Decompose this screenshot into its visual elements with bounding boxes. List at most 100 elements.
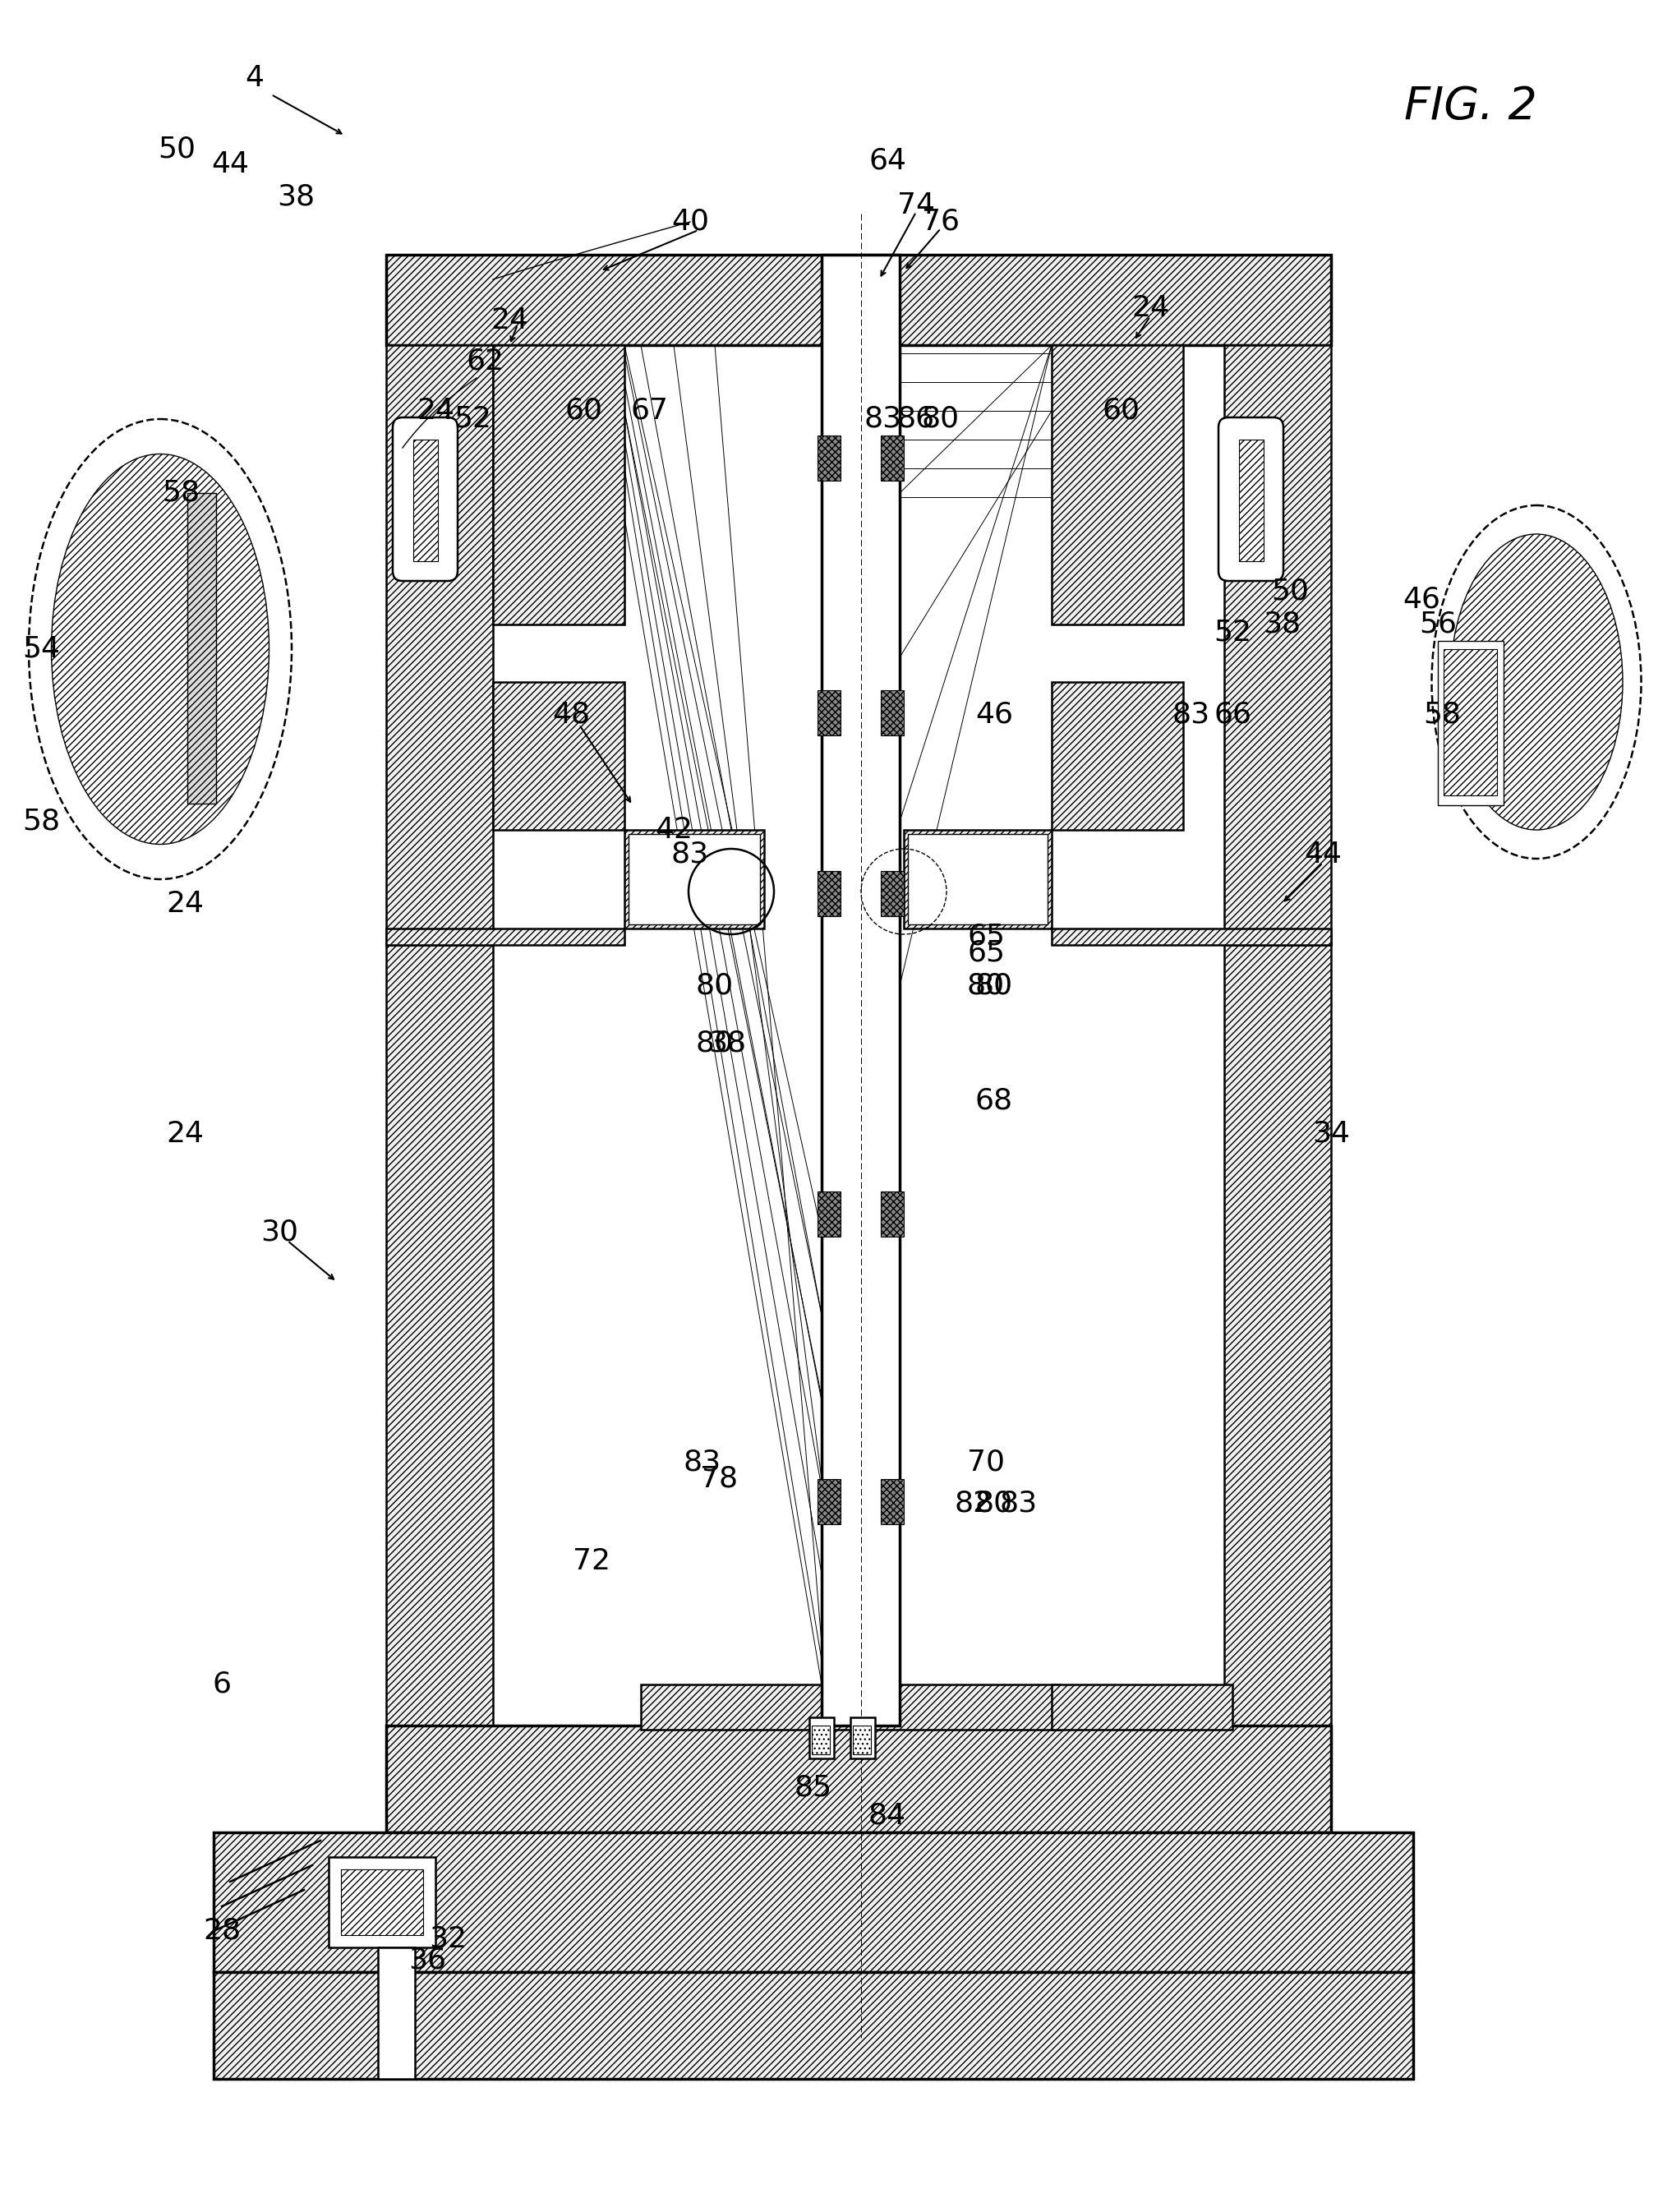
Text: 80: 80 [696, 1029, 734, 1057]
Text: 83: 83 [684, 1449, 721, 1478]
Text: 38: 38 [1262, 611, 1301, 639]
Text: 76: 76 [921, 208, 960, 237]
Text: 52: 52 [1214, 619, 1251, 646]
Bar [1224, 345, 1331, 945]
Text: 52: 52 [453, 405, 492, 434]
Text: 46: 46 [975, 701, 1013, 728]
Text: 54: 54 [22, 635, 60, 664]
Bar [818, 436, 841, 480]
Bar [413, 440, 438, 562]
Bar [908, 834, 1048, 925]
Bar [851, 1717, 874, 1759]
Bar [818, 690, 841, 734]
Bar [818, 872, 841, 916]
Bar [1052, 681, 1184, 830]
Bar [1224, 945, 1331, 1725]
Bar [1438, 641, 1503, 805]
Bar [386, 254, 1331, 345]
Bar [1443, 648, 1496, 796]
Text: 32: 32 [430, 1924, 466, 1953]
Bar [341, 1869, 423, 1936]
Bar [329, 1858, 435, 1947]
Text: 4: 4 [246, 64, 264, 93]
Text: 24: 24 [166, 1119, 204, 1148]
Text: 24: 24 [490, 307, 528, 334]
Bar [214, 1973, 1413, 2079]
Text: 74: 74 [898, 192, 935, 219]
Bar [493, 345, 624, 624]
Bar [214, 1832, 1413, 1973]
Text: 44: 44 [1304, 841, 1341, 869]
Text: 66: 66 [1214, 701, 1251, 728]
Text: FIG. 2: FIG. 2 [1404, 84, 1537, 128]
Text: 48: 48 [552, 701, 590, 728]
Text: 70: 70 [966, 1449, 1005, 1478]
Bar [881, 1192, 905, 1237]
Text: 84: 84 [868, 1803, 906, 1829]
Text: 24: 24 [166, 889, 204, 918]
Bar [386, 945, 493, 1725]
Text: 83: 83 [670, 841, 709, 869]
Bar [1239, 440, 1264, 562]
Text: 65: 65 [966, 922, 1005, 951]
FancyBboxPatch shape [393, 418, 458, 582]
Text: 56: 56 [1420, 611, 1456, 639]
Text: 83: 83 [1000, 1489, 1038, 1517]
Text: 34: 34 [1313, 1119, 1349, 1148]
Bar [905, 830, 1052, 929]
Ellipse shape [28, 418, 291, 878]
Text: 65: 65 [966, 940, 1005, 967]
Text: 86: 86 [898, 405, 935, 434]
Text: 67: 67 [630, 396, 669, 425]
Text: 82: 82 [955, 1489, 993, 1517]
Text: 50: 50 [157, 135, 196, 164]
Text: 50: 50 [1271, 577, 1309, 606]
Bar [853, 1725, 871, 1754]
Text: 30: 30 [261, 1219, 298, 1248]
Text: 42: 42 [655, 816, 692, 845]
Bar [1052, 345, 1184, 624]
Bar [493, 681, 624, 830]
Bar [386, 345, 493, 945]
Bar [378, 1947, 415, 2079]
Text: 72: 72 [573, 1546, 610, 1575]
Text: 80: 80 [975, 1489, 1013, 1517]
Bar [818, 1480, 841, 1524]
Bar [386, 929, 624, 945]
Text: 80: 80 [975, 971, 1013, 1000]
Bar [821, 254, 900, 1725]
Text: 24: 24 [1132, 294, 1169, 323]
Bar [881, 436, 905, 480]
Text: 58: 58 [22, 807, 60, 836]
Ellipse shape [1431, 504, 1642, 858]
FancyBboxPatch shape [1219, 418, 1284, 582]
Bar [881, 1480, 905, 1524]
Bar [881, 872, 905, 916]
Bar [1052, 929, 1331, 945]
Text: 58: 58 [162, 480, 199, 507]
Bar [881, 690, 905, 734]
Text: 80: 80 [966, 971, 1005, 1000]
Bar [813, 1725, 829, 1754]
Bar [624, 830, 764, 929]
Text: 83: 83 [1172, 701, 1211, 728]
Bar [640, 1686, 1060, 1730]
Text: 36: 36 [408, 1947, 446, 1973]
Text: 60: 60 [565, 396, 602, 425]
Bar [386, 1725, 1331, 1832]
Text: 80: 80 [696, 971, 734, 1000]
Text: 40: 40 [670, 208, 709, 237]
Text: 58: 58 [1423, 701, 1461, 728]
Text: 46: 46 [1403, 586, 1440, 613]
Text: 24: 24 [416, 396, 455, 425]
Bar [1052, 1686, 1232, 1730]
Text: 44: 44 [211, 150, 249, 179]
Bar [187, 493, 216, 803]
Text: 62: 62 [466, 347, 503, 376]
Text: 83: 83 [864, 405, 903, 434]
Text: 64: 64 [868, 146, 906, 175]
Text: 6: 6 [212, 1670, 231, 1699]
Text: 68: 68 [975, 1086, 1013, 1115]
Text: 28: 28 [202, 1918, 241, 1944]
Bar [818, 1192, 841, 1237]
